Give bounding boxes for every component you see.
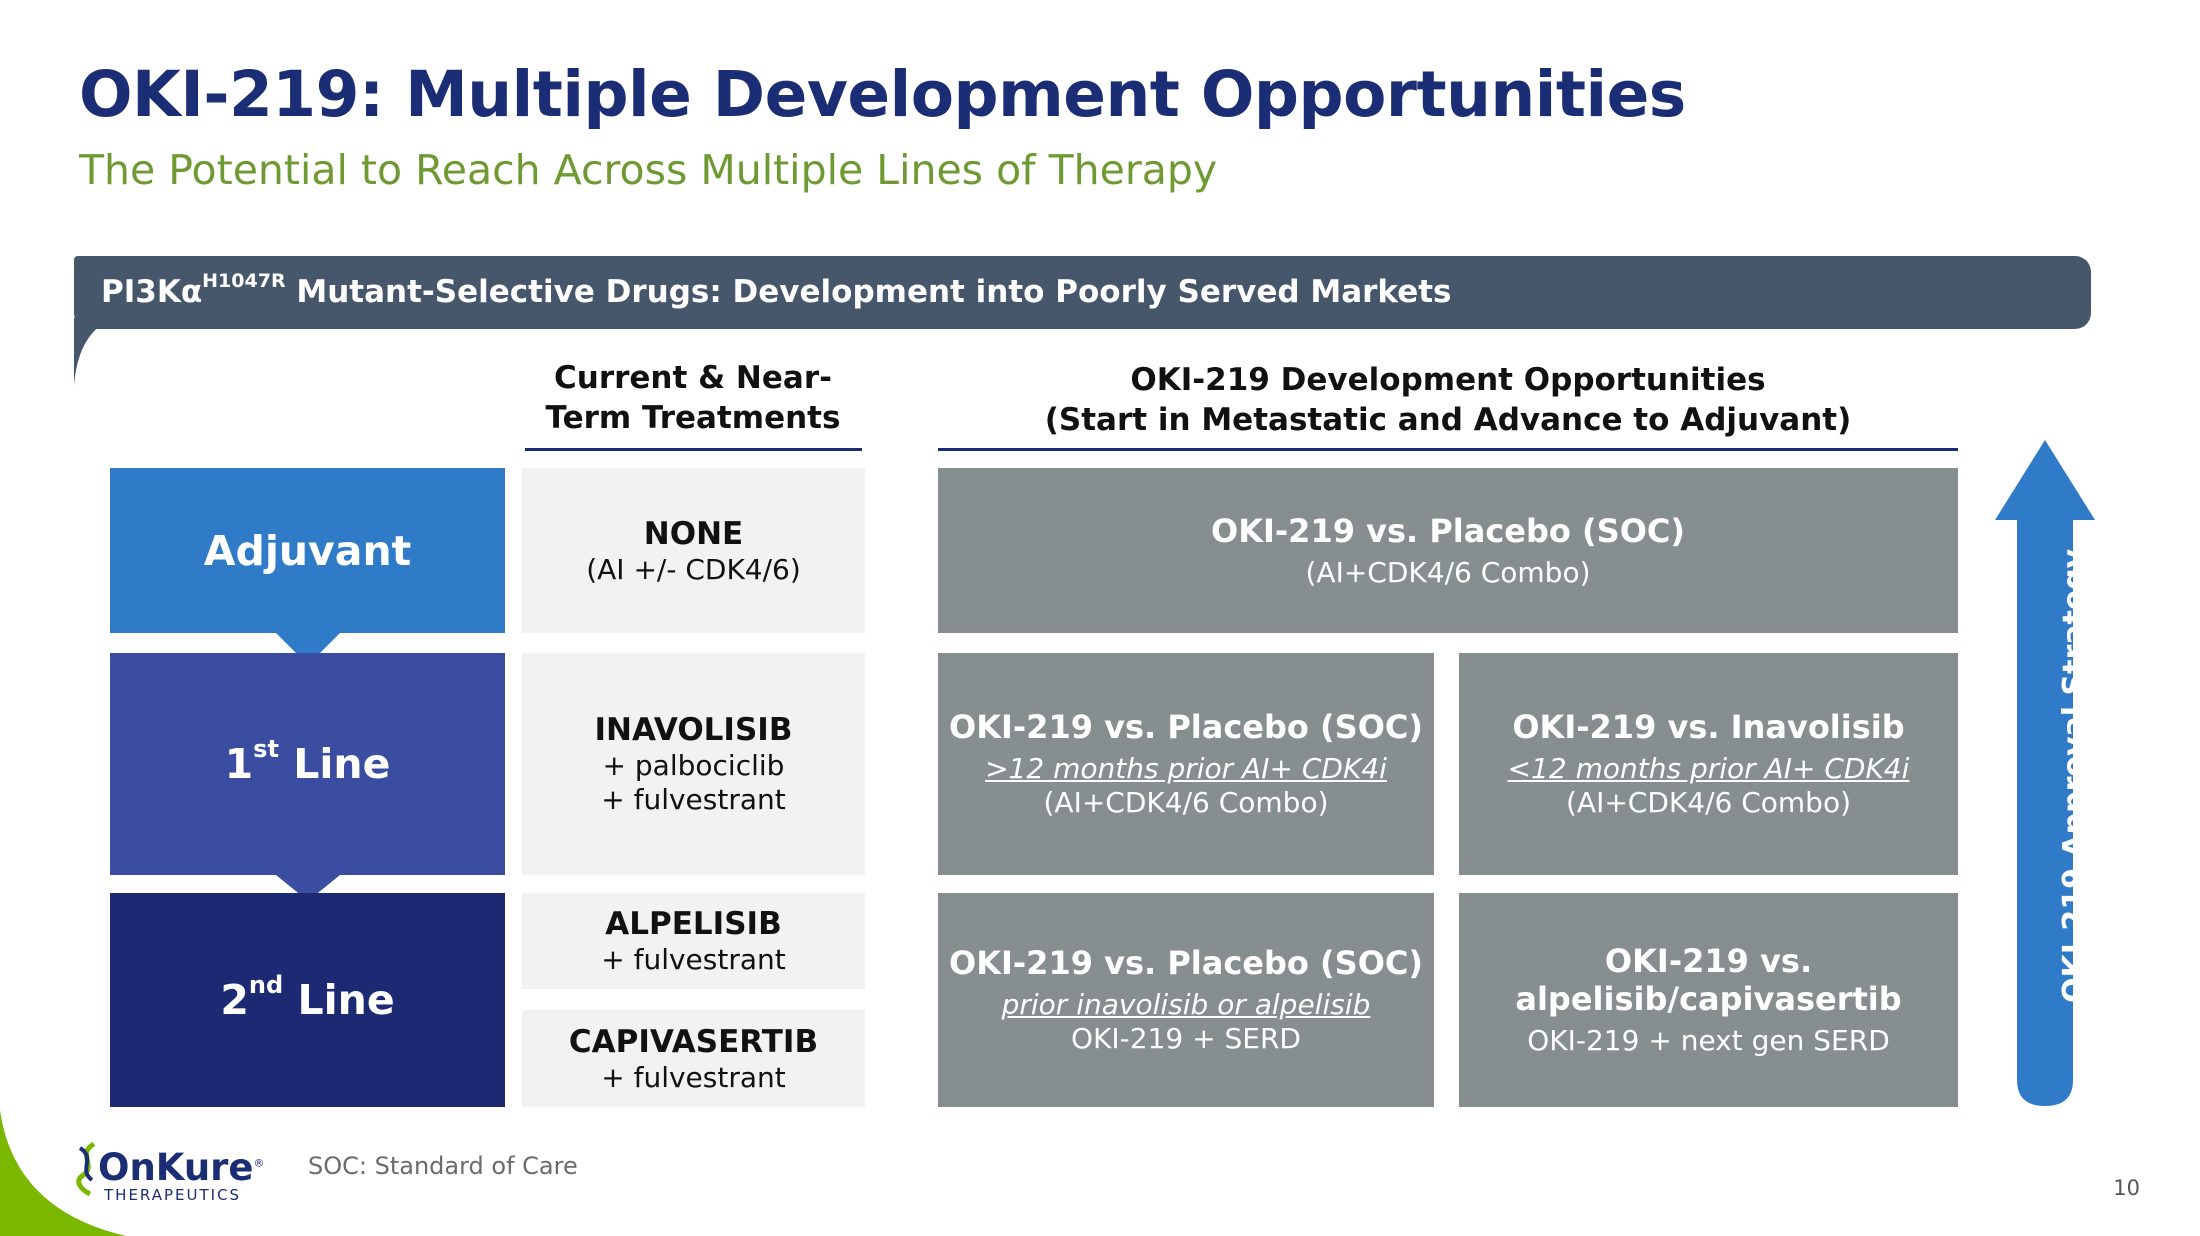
current-second-a-name: ALPELISIB: [605, 906, 782, 942]
opp-first-right-name: OKI-219 vs. Inavolisib: [1512, 708, 1905, 746]
stage-second-rest: Line: [283, 976, 395, 1024]
current-first-line-box: INAVOLISIB + palbociclib + fulvestrant: [522, 653, 865, 875]
banner-superscript: H1047R: [202, 270, 286, 292]
opp-first-left-box: OKI-219 vs. Placebo (SOC) >12 months pri…: [938, 653, 1434, 875]
opp-first-right-box: OKI-219 vs. Inavolisib <12 months prior …: [1459, 653, 1958, 875]
stage-second-line-label: 2nd Line: [220, 971, 395, 1024]
logo-name: OnKure: [98, 1146, 254, 1189]
current-treatments-header: Current & Near- Term Treatments: [518, 358, 868, 438]
page-title: OKI-219: Multiple Development Opportunit…: [79, 58, 1686, 131]
opp-header-line1: OKI-219 Development Opportunities: [1130, 362, 1766, 398]
opp-first-right-criteria: <12 months prior AI+ CDK4i: [1507, 752, 1910, 785]
banner-prefix: PI3Kα: [101, 274, 203, 310]
stage-second-sup: nd: [248, 971, 284, 1000]
banner-curl: [74, 318, 114, 386]
opp-second-right-name2: alpelisib/capivasertib: [1515, 980, 1902, 1018]
current-first-sub1: + palbociclib: [602, 749, 785, 782]
section-banner: [74, 256, 2091, 329]
stage-second-line: 2nd Line: [110, 893, 505, 1107]
stage-first-sup: st: [253, 735, 279, 764]
current-header-line2: Term Treatments: [545, 400, 841, 436]
opp-second-left-criteria: prior inavolisib or alpelisib: [1001, 988, 1371, 1021]
stage-first-line-label: 1st Line: [224, 735, 391, 788]
opp-second-right-name1: OKI-219 vs.: [1604, 942, 1813, 980]
opp-second-left-sub: OKI-219 + SERD: [1071, 1022, 1301, 1055]
current-adjuvant-box: NONE (AI +/- CDK4/6): [522, 468, 865, 633]
current-adjuvant-sub: (AI +/- CDK4/6): [586, 552, 801, 586]
stage-adjuvant-label: Adjuvant: [203, 526, 412, 575]
logo-registered: ®: [253, 1156, 265, 1170]
page-subtitle: The Potential to Reach Across Multiple L…: [79, 146, 1218, 194]
approval-arrow-label: OKI-219 Approval Strategy: [2057, 548, 2092, 1003]
opp-header-line2: (Start in Metastatic and Advance to Adju…: [1044, 402, 1852, 438]
opp-second-right-box: OKI-219 vs. alpelisib/capivasertib OKI-2…: [1459, 893, 1958, 1107]
footnote: SOC: Standard of Care: [308, 1152, 578, 1180]
opp-second-left-box: OKI-219 vs. Placebo (SOC) prior inavolis…: [938, 893, 1434, 1107]
opportunities-header-rule: [938, 448, 1958, 451]
opp-first-right-sub: (AI+CDK4/6 Combo): [1565, 786, 1852, 819]
opp-first-left-name: OKI-219 vs. Placebo (SOC): [948, 708, 1424, 746]
current-second-b-box: CAPIVASERTIB + fulvestrant: [522, 1010, 865, 1107]
stage-second-num: 2: [220, 976, 249, 1024]
current-header-rule: [525, 448, 862, 451]
opp-adjuvant-sub: (AI+CDK4/6 Combo): [1305, 555, 1591, 589]
current-second-b-name: CAPIVASERTIB: [568, 1023, 819, 1060]
opp-second-left-name: OKI-219 vs. Placebo (SOC): [948, 944, 1424, 982]
current-header-line1: Current & Near-: [554, 360, 832, 396]
banner-title: Mutant-Selective Drugs: Development into…: [296, 274, 1452, 310]
page-number: 10: [2113, 1176, 2140, 1200]
stage-adjuvant: Adjuvant: [110, 468, 505, 633]
opp-first-left-criteria: >12 months prior AI+ CDK4i: [985, 752, 1387, 785]
onkure-helix-icon: [76, 1141, 96, 1196]
opp-first-left-sub: (AI+CDK4/6 Combo): [1043, 786, 1329, 819]
corner-swoosh: [0, 1110, 126, 1236]
stage-first-num: 1: [224, 740, 254, 788]
current-second-a-sub: + fulvestrant: [601, 943, 786, 976]
current-second-a-box: ALPELISIB + fulvestrant: [522, 893, 865, 989]
current-second-b-sub: + fulvestrant: [601, 1060, 786, 1094]
approval-arrow-icon: [1995, 440, 2095, 1106]
stage-first-rest: Line: [278, 740, 391, 788]
banner-text: PI3KαH1047R Mutant-Selective Drugs: Deve…: [101, 270, 1452, 310]
current-adjuvant-name: NONE: [643, 515, 744, 552]
opp-adjuvant-box: OKI-219 vs. Placebo (SOC) (AI+CDK4/6 Com…: [938, 468, 1958, 633]
current-first-sub2: + fulvestrant: [601, 783, 786, 816]
opportunities-header: OKI-219 Development Opportunities (Start…: [938, 360, 1958, 440]
onkure-logo-tagline: THERAPEUTICS: [104, 1186, 242, 1204]
current-first-name: INAVOLISIB: [594, 712, 793, 748]
opp-adjuvant-name: OKI-219 vs. Placebo (SOC): [1210, 511, 1686, 550]
stage-first-line: 1st Line: [110, 653, 505, 875]
opp-second-right-sub: OKI-219 + next gen SERD: [1527, 1024, 1890, 1057]
onkure-logo-text: OnKure®: [98, 1146, 265, 1189]
